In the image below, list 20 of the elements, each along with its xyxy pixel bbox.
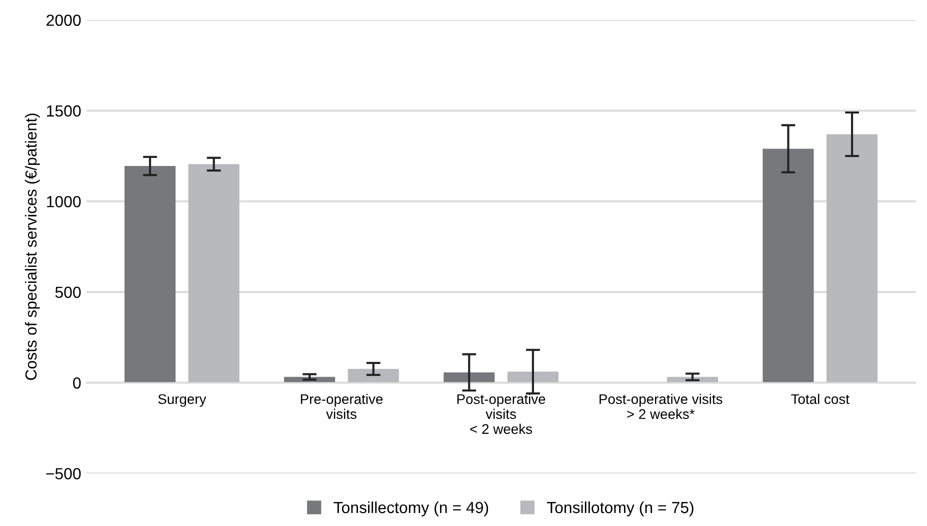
y-axis-title: Costs of specialist services (€/patient) (24, 114, 40, 380)
bar (348, 368, 399, 383)
bar (826, 134, 878, 383)
y-tick-label: 0 (73, 377, 81, 389)
x-tick-label: Total cost (791, 394, 850, 404)
x-tick-label: Pre-operative visits (300, 394, 383, 419)
x-tick-label: Surgery (158, 394, 206, 407)
y-tick-label: −500 (46, 468, 81, 480)
bar (507, 372, 558, 383)
y-tick-label: 2000 (46, 14, 81, 26)
y-tick-label: 1000 (47, 196, 81, 208)
bar (762, 148, 814, 383)
legend-label: Tonsillotomy (n = 75) (546, 501, 694, 516)
legend-label: Tonsillectomy (n = 49) (334, 501, 488, 516)
bar (124, 166, 176, 383)
y-tick-label: 1500 (47, 105, 81, 117)
y-tick-label: 500 (55, 286, 81, 298)
x-tick-label: Post-operative visits < 2 weeks (457, 394, 546, 434)
bar (188, 164, 240, 383)
x-tick-label: Post-operative visits > 2 weeks* (600, 394, 722, 419)
